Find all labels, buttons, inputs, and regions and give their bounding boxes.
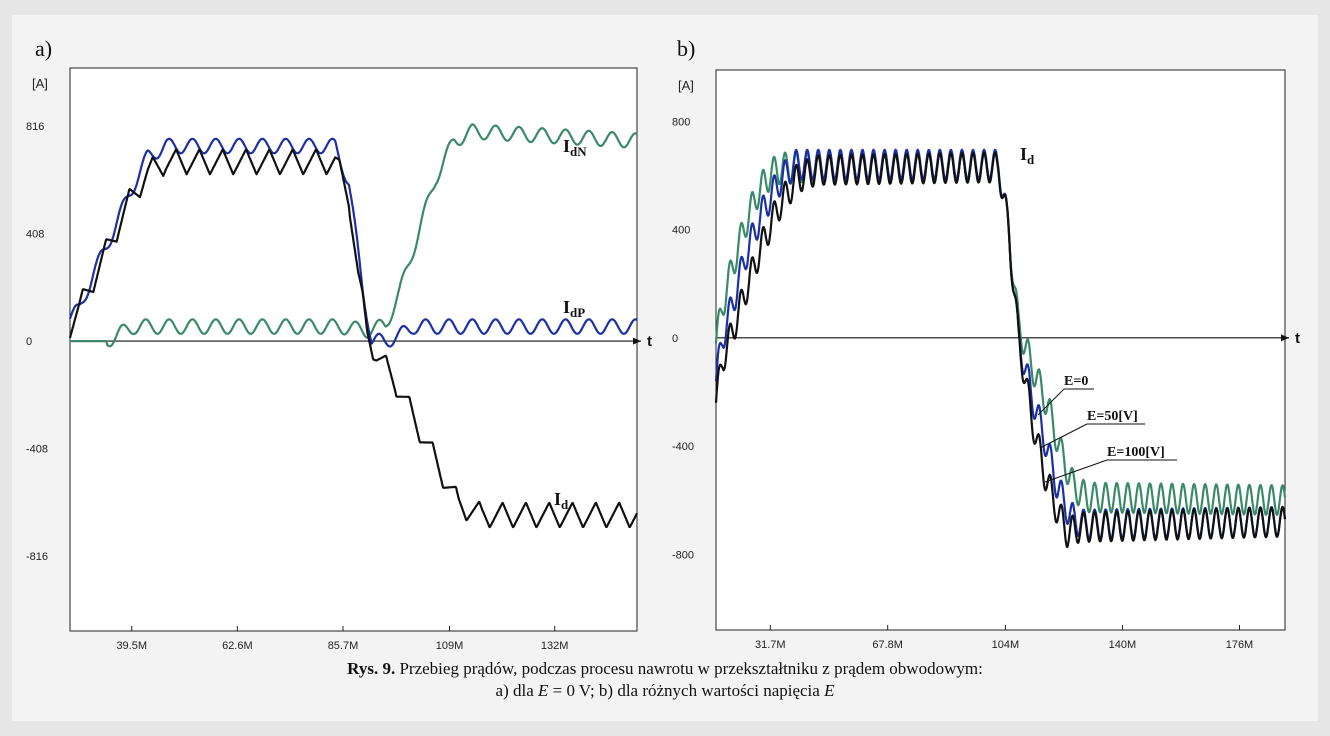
axis-arrowhead [1281, 334, 1289, 342]
plot-area [715, 69, 1286, 631]
label-leader [1044, 459, 1108, 483]
panel-b-letter: b) [677, 36, 696, 61]
curve-label-sub: d [561, 497, 569, 512]
caption-symbol-e1: E [538, 681, 549, 700]
x-axis-name: t [1295, 330, 1300, 347]
x-tick-label: 104M [992, 639, 1020, 651]
plot-area [69, 67, 638, 632]
x-tick-label: 140M [1109, 639, 1137, 651]
x-tick-label: 85.7M [328, 640, 359, 652]
x-tick-label: 176M [1226, 639, 1254, 651]
x-tick-label: 109M [436, 640, 464, 652]
curve-label-sub: d [1027, 152, 1035, 167]
series-line [68, 148, 638, 529]
x-tick-label: 62.6M [222, 640, 253, 652]
y-tick-label: 0 [672, 333, 678, 345]
x-tick-label: 132M [541, 640, 569, 652]
curve-label: E=50[V] [1087, 409, 1138, 424]
y-tick-label: 0 [26, 336, 32, 348]
series-line [714, 151, 1287, 548]
series-line [68, 137, 638, 348]
y-tick-label: -408 [26, 444, 48, 456]
y-tick-label: 400 [672, 225, 690, 237]
curve-label-sub: dN [570, 144, 587, 159]
y-tick-label: -800 [672, 549, 694, 561]
panel-a-letter: a) [35, 36, 53, 61]
caption-text-2a: a) dla [495, 681, 539, 700]
y-tick-label: 816 [26, 121, 44, 133]
caption-symbol-e2: E [824, 681, 835, 700]
caption-label: Rys. 9. [347, 659, 396, 678]
caption-text-2b: = 0 V; b) dla różnych wartości napięcia [548, 681, 825, 700]
series-line [69, 123, 638, 348]
curve-label-sub: dP [570, 305, 585, 320]
label-leader [1039, 423, 1088, 449]
caption-line-1: Rys. 9. Przebieg prądów, podczas procesu… [0, 658, 1330, 680]
caption-line-2: a) dla E = 0 V; b) dla różnych wartości … [0, 680, 1330, 702]
figure-caption: Rys. 9. Przebieg prądów, podczas procesu… [0, 658, 1330, 702]
label-leader [1037, 388, 1065, 416]
axis-arrowhead [633, 337, 641, 345]
curve-label: E=100[V] [1107, 445, 1165, 460]
y-tick-label: 800 [672, 116, 690, 128]
y-tick-label: 408 [26, 229, 44, 241]
y-tick-label: -816 [26, 551, 48, 563]
x-axis-name: t [647, 333, 652, 350]
curve-label: E=0 [1064, 374, 1088, 389]
x-tick-label: 39.5M [116, 640, 147, 652]
y-unit-label: [A] [678, 78, 694, 93]
caption-text-1: Przebieg prądów, podczas procesu nawrotu… [395, 659, 983, 678]
x-tick-label: 31.7M [755, 639, 786, 651]
x-tick-label: 67.8M [872, 639, 903, 651]
y-tick-label: -400 [672, 441, 694, 453]
y-unit-label: [A] [32, 76, 48, 91]
